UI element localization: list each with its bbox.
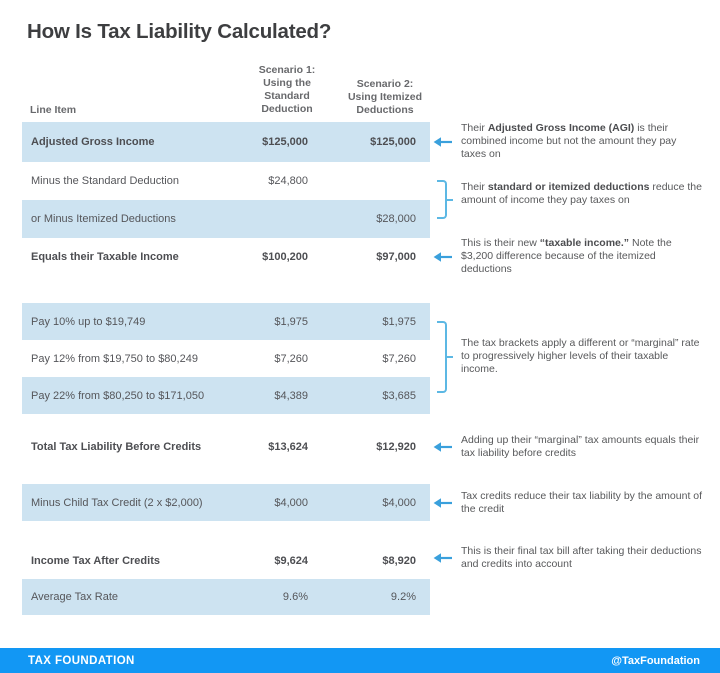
annotation-deductions: Their standard or itemized deductions re… bbox=[461, 181, 704, 207]
annotation-liability-before-credits: Adding up their “marginal” tax amounts e… bbox=[461, 434, 704, 460]
scenario1-value: 9.6% bbox=[282, 591, 308, 603]
footer-bar: TAX FOUNDATION @TaxFoundation bbox=[0, 648, 720, 673]
table-row-adjusted-gross-income: Adjusted Gross Income $125,000 $125,000 bbox=[22, 122, 430, 162]
left-arrow-icon bbox=[433, 498, 452, 508]
table-row-child-tax-credit: Minus Child Tax Credit (2 x $2,000) $4,0… bbox=[22, 484, 430, 521]
row-label: Pay 10% up to $19,749 bbox=[31, 315, 146, 328]
table-row-average-tax-rate: Average Tax Rate 9.6% 9.2% bbox=[22, 579, 430, 615]
scenario1-value: $4,000 bbox=[274, 496, 308, 509]
scenario2-value: $12,920 bbox=[376, 441, 416, 453]
row-label: or Minus Itemized Deductions bbox=[31, 213, 176, 225]
annotation-text: is their combined income but not the amo… bbox=[461, 122, 677, 160]
column-header-scenario-1: Scenario 1: Using the Standard Deduction bbox=[258, 64, 316, 115]
scenario1-value: $1,975 bbox=[274, 315, 308, 328]
left-arrow-icon bbox=[433, 442, 452, 452]
annotation-tax-credits: Tax credits reduce their tax liability b… bbox=[461, 490, 704, 516]
scenario1-value: $9,624 bbox=[274, 555, 308, 567]
row-label: Pay 22% from $80,250 to $171,050 bbox=[31, 389, 205, 402]
table-row-taxable-income: Equals their Taxable Income $100,200 $97… bbox=[22, 238, 430, 276]
annotation-text: This is their new bbox=[461, 237, 540, 249]
row-label: Average Tax Rate bbox=[31, 591, 119, 603]
annotation-taxable-income: This is their new “taxable income.” Note… bbox=[461, 237, 704, 276]
scenario2-value: $4,000 bbox=[382, 496, 416, 509]
annotation-bold: standard or itemized deductions bbox=[487, 181, 650, 193]
brand-name: TAX FOUNDATION bbox=[28, 654, 135, 667]
left-arrow-icon bbox=[433, 137, 452, 147]
bracket-connector bbox=[437, 321, 453, 393]
scenario2-value: $28,000 bbox=[376, 213, 416, 225]
annotation-text: reduce the amount of income they pay tax… bbox=[461, 181, 702, 206]
row-label: Income Tax After Credits bbox=[31, 555, 160, 567]
scenario2-value: $3,685 bbox=[382, 389, 416, 402]
row-label: Total Tax Liability Before Credits bbox=[31, 441, 202, 453]
scenario2-value: 9.2% bbox=[390, 591, 416, 603]
left-arrow-icon bbox=[433, 553, 452, 563]
left-arrow-icon bbox=[433, 252, 452, 262]
scenario1-value: $125,000 bbox=[262, 136, 308, 148]
table-row-bracket-12pct: Pay 12% from $19,750 to $80,249 $7,260 $… bbox=[22, 340, 430, 377]
annotation-bold: “taxable income.” bbox=[539, 237, 630, 249]
table-row-bracket-10pct: Pay 10% up to $19,749 $1,975 $1,975 bbox=[22, 303, 430, 340]
annotation-text: Adding up their “marginal” tax amounts e… bbox=[461, 434, 700, 459]
scenario1-value: $24,800 bbox=[268, 175, 308, 187]
table-row-bracket-22pct: Pay 22% from $80,250 to $171,050 $4,389 … bbox=[22, 377, 430, 414]
annotation-bold: Adjusted Gross Income (AGI) bbox=[487, 122, 635, 134]
table-row-income-tax-after-credits: Income Tax After Credits $9,624 $8,920 bbox=[22, 543, 430, 579]
annotation-text: Note the $3,200 difference because of th… bbox=[461, 237, 672, 275]
annotation-text: This is their final tax bill after takin… bbox=[461, 545, 702, 570]
scenario1-value: $100,200 bbox=[262, 251, 308, 263]
row-label: Minus the Standard Deduction bbox=[31, 175, 179, 187]
bracket-connector bbox=[437, 180, 453, 219]
column-header-line-item: Line Item bbox=[30, 104, 77, 116]
scenario2-value: $125,000 bbox=[370, 136, 416, 148]
scenario2-value: $1,975 bbox=[382, 315, 416, 328]
table-row-itemized-deductions: or Minus Itemized Deductions $28,000 bbox=[22, 200, 430, 238]
annotation-agi: Their Adjusted Gross Income (AGI) is the… bbox=[461, 122, 704, 161]
annotation-text: The tax brackets apply a different or “m… bbox=[461, 337, 700, 375]
table-row-total-liability: Total Tax Liability Before Credits $13,6… bbox=[22, 428, 430, 466]
page-title: How Is Tax Liability Calculated? bbox=[27, 20, 332, 43]
scenario1-value: $13,624 bbox=[268, 441, 308, 453]
scenario1-value: $4,389 bbox=[274, 389, 308, 402]
row-label: Minus Child Tax Credit (2 x $2,000) bbox=[31, 496, 203, 509]
annotation-tax-brackets: The tax brackets apply a different or “m… bbox=[461, 337, 704, 376]
row-label: Pay 12% from $19,750 to $80,249 bbox=[31, 352, 198, 365]
annotation-text: Their bbox=[461, 181, 488, 193]
annotation-text: Their bbox=[461, 122, 488, 134]
scenario2-value: $97,000 bbox=[376, 251, 416, 263]
row-label: Adjusted Gross Income bbox=[31, 136, 155, 148]
row-label: Equals their Taxable Income bbox=[31, 251, 179, 263]
table-row-standard-deduction: Minus the Standard Deduction $24,800 bbox=[22, 162, 430, 200]
scenario2-value: $7,260 bbox=[382, 352, 416, 365]
twitter-handle-link[interactable]: @TaxFoundation bbox=[611, 654, 700, 667]
annotation-final-tax-bill: This is their final tax bill after takin… bbox=[461, 545, 704, 571]
column-header-scenario-2: Scenario 2: Using Itemized Deductions bbox=[347, 78, 423, 116]
scenario2-value: $8,920 bbox=[382, 555, 416, 567]
annotation-text: Tax credits reduce their tax liability b… bbox=[461, 490, 703, 515]
scenario1-value: $7,260 bbox=[274, 352, 308, 365]
